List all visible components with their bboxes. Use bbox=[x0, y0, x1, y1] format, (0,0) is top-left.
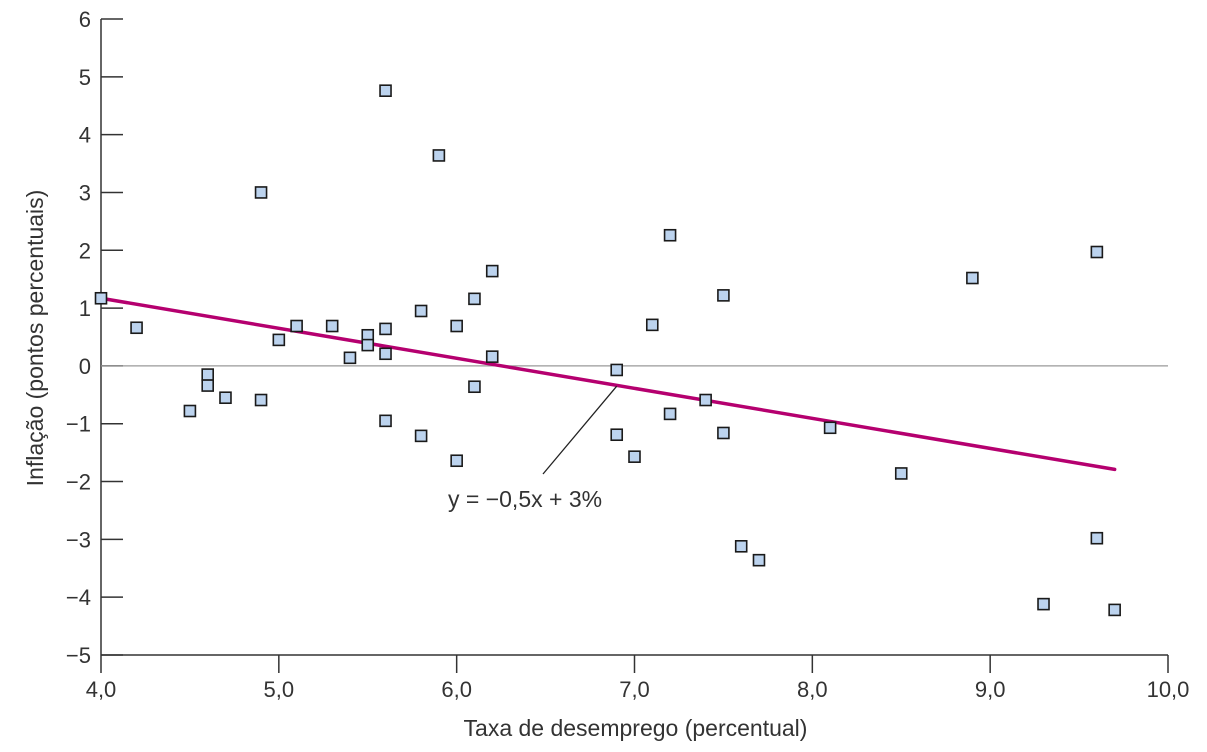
data-point bbox=[219, 391, 232, 405]
data-point bbox=[414, 304, 428, 318]
data-point bbox=[254, 186, 268, 199]
x-axis-title: Taxa de desemprego (percentual) bbox=[464, 715, 808, 741]
x-tick-label: 9,0 bbox=[975, 677, 1006, 702]
data-point bbox=[468, 292, 481, 306]
data-point bbox=[752, 553, 766, 567]
y-tick-label: −5 bbox=[66, 643, 91, 668]
data-point bbox=[1037, 597, 1050, 611]
y-tick-label: 2 bbox=[79, 238, 91, 263]
data-point bbox=[183, 404, 197, 418]
y-tick-label: 4 bbox=[79, 123, 91, 148]
data-point bbox=[290, 319, 303, 333]
data-point bbox=[414, 429, 428, 443]
annotation-leader-line bbox=[542, 385, 618, 475]
data-point bbox=[485, 264, 499, 278]
data-point bbox=[1108, 603, 1121, 617]
x-tick-label: 4,0 bbox=[86, 677, 117, 702]
data-point bbox=[130, 321, 143, 335]
data-point bbox=[663, 228, 677, 242]
data-points bbox=[94, 84, 1121, 617]
data-point bbox=[201, 368, 214, 381]
data-point bbox=[966, 271, 979, 285]
data-point bbox=[272, 333, 286, 347]
y-axis-title: Inflação (pontos percentuais) bbox=[22, 190, 48, 487]
data-point bbox=[610, 363, 624, 377]
data-point bbox=[485, 350, 499, 363]
y-tick-label: 6 bbox=[79, 7, 91, 32]
data-point bbox=[610, 428, 624, 442]
regression-equation-label: y = −0,5x + 3% bbox=[448, 486, 602, 512]
data-point bbox=[361, 338, 375, 352]
x-tick-label: 8,0 bbox=[797, 677, 828, 702]
data-point bbox=[1090, 531, 1104, 545]
data-point bbox=[254, 393, 268, 407]
y-tick-label: 1 bbox=[79, 296, 91, 321]
x-tick-label: 7,0 bbox=[619, 677, 650, 702]
data-point bbox=[201, 379, 214, 392]
data-point bbox=[1090, 245, 1104, 259]
data-point bbox=[94, 291, 108, 305]
y-axis: 6 5 4 3 2 1 0 −1 −2 −3 −4 −5 bbox=[66, 7, 123, 668]
data-point bbox=[663, 407, 677, 421]
data-point bbox=[699, 393, 712, 407]
y-tick-label: 5 bbox=[79, 65, 91, 90]
data-point bbox=[325, 319, 339, 333]
y-tick-label: −4 bbox=[66, 585, 91, 610]
data-point bbox=[468, 380, 481, 394]
data-point bbox=[823, 421, 837, 435]
data-point bbox=[645, 318, 659, 332]
data-point bbox=[894, 467, 908, 480]
y-tick-label: −2 bbox=[66, 470, 91, 495]
y-tick-label: 3 bbox=[79, 180, 91, 205]
x-tick-label: 6,0 bbox=[441, 677, 472, 702]
x-tick-label: 10,0 bbox=[1147, 677, 1190, 702]
data-point bbox=[379, 322, 392, 336]
data-point bbox=[717, 289, 730, 302]
regression-line bbox=[99, 296, 1117, 472]
data-point bbox=[450, 319, 463, 333]
data-point bbox=[734, 540, 748, 553]
y-tick-label: −3 bbox=[66, 527, 91, 552]
data-point bbox=[628, 450, 641, 463]
data-point bbox=[379, 84, 392, 97]
data-point bbox=[379, 347, 392, 361]
data-point bbox=[432, 149, 446, 162]
data-point bbox=[343, 351, 357, 365]
x-tick-label: 5,0 bbox=[264, 677, 295, 702]
y-tick-label: −1 bbox=[66, 412, 91, 437]
data-point bbox=[717, 426, 730, 440]
y-tick-label: 0 bbox=[79, 354, 91, 379]
x-axis: 4,0 5,0 6,0 7,0 8,0 9,0 10,0 bbox=[86, 654, 1190, 702]
data-point bbox=[379, 414, 392, 428]
data-point bbox=[450, 454, 463, 468]
